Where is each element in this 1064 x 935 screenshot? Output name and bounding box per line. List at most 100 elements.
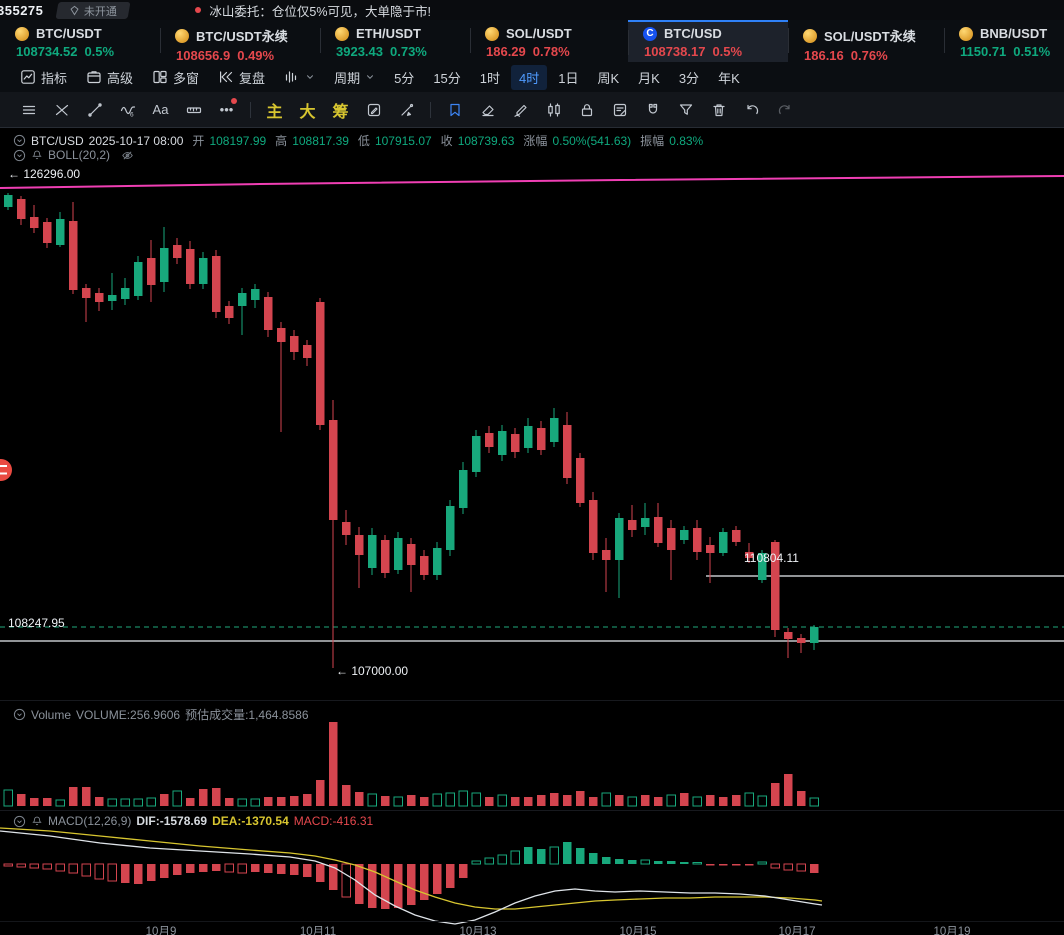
ticker-change: 0.49% — [237, 48, 275, 63]
tool-trash-icon[interactable] — [702, 97, 735, 123]
ticker-price: 3923.43 — [336, 44, 383, 59]
ticker-change: 0.5% — [712, 44, 743, 59]
vip-badge-label: 未开通 — [84, 5, 118, 17]
macd-dif-value: DIF:-1578.69 — [136, 814, 208, 828]
period-1M[interactable]: 月K — [638, 70, 660, 86]
axis-divider — [0, 921, 1064, 922]
tool-pin-icon[interactable] — [390, 97, 423, 123]
chart-canvas[interactable]: BTC/USD 2025-10-17 08:00 开 108197.99 高 108… — [0, 128, 1064, 935]
chevron-down-icon — [365, 72, 375, 82]
notice-text[interactable]: 冰山委托：仓位仅5%可见，大单隐于市! — [209, 4, 431, 19]
volume-header-row: Volume VOLUME:256.9606 预估成交量:1,464.8586 — [13, 706, 309, 723]
period-replay[interactable]: 复盘 — [210, 65, 273, 90]
tool-trend-line-icon[interactable] — [78, 97, 111, 123]
tool-more-button[interactable]: ••• — [210, 97, 243, 123]
period-1y[interactable]: 年K — [718, 70, 740, 86]
tool-wave-icon[interactable]: 6 — [111, 97, 144, 123]
close-value: 108739.63 — [457, 133, 515, 148]
period-volume-profile[interactable] — [276, 66, 323, 88]
ticker-tab-btc-usd[interactable]: C BTC/USD 108738.17 0.5% — [628, 20, 788, 62]
boll-label: BOLL(20,2) — [48, 148, 111, 162]
tool-chips-button[interactable]: 筹 — [332, 103, 349, 121]
pane-divider — [0, 700, 1064, 701]
ticker-name: SOL/USDT — [506, 26, 572, 41]
tool-main-button[interactable]: 主 — [266, 103, 283, 121]
volume-estimate: 预估成交量:1,464.8586 — [185, 708, 309, 722]
x-axis-label: 10月17 — [778, 926, 816, 935]
macd-value: MACD:-416.31 — [293, 814, 374, 828]
chart-time: 2025-10-17 08:00 — [88, 133, 184, 148]
collapse-chevron-icon[interactable] — [13, 708, 26, 721]
tool-text-button[interactable]: Aa — [152, 102, 169, 117]
tool-redo-icon[interactable] — [768, 97, 801, 123]
period-indicator[interactable]: 指标 — [12, 65, 75, 90]
tool-note-icon[interactable] — [603, 97, 636, 123]
chevron-down-icon — [305, 72, 315, 82]
ticker-tab-sol-usdt-perp[interactable]: SOL/USDT永续 186.16 0.76% — [788, 20, 944, 63]
period-multiwin[interactable]: 多窗 — [144, 65, 207, 90]
tool-order-edit-icon[interactable] — [357, 97, 390, 123]
ticker-change: 0.76% — [850, 48, 888, 63]
notification-badge — [231, 97, 237, 104]
ticker-tab-bnb-usdt[interactable]: BNB/USDT 1150.71 0.51% — [944, 20, 1064, 62]
period-advanced[interactable]: 高级 — [78, 65, 141, 90]
ticker-tab-btc-usdt-perp[interactable]: BTC/USDT永续 108656.9 0.49% — [160, 20, 320, 63]
ticker-tab-eth-usdt[interactable]: ETH/USDT 3923.43 0.73% — [320, 20, 470, 62]
close-label: 收 — [440, 134, 453, 148]
tool-funnel-icon[interactable] — [669, 97, 702, 123]
ticker-change: 0.73% — [390, 44, 427, 59]
ticker-tab-sol-usdt[interactable]: SOL/USDT 186.29 0.78% — [470, 20, 628, 62]
tool-big-button[interactable]: 大 — [299, 103, 316, 121]
multiwin-icon — [152, 69, 168, 85]
advanced-icon — [86, 69, 102, 85]
period-4h[interactable]: 4时 — [511, 64, 548, 90]
tool-pencil-icon[interactable] — [504, 97, 537, 123]
period-3m[interactable]: 3分 — [678, 70, 700, 86]
low-label: 低 — [357, 134, 370, 148]
eye-off-icon[interactable] — [121, 149, 134, 162]
mid-price-label[interactable]: 108247.95 — [8, 616, 65, 630]
candlestick-chart[interactable] — [0, 128, 1064, 935]
gold-coin-icon — [335, 26, 349, 41]
ticker-name: BNB/USDT — [980, 26, 1048, 41]
tool-undo-icon[interactable] — [735, 97, 768, 123]
ticker-tab-btc-usdt[interactable]: BTC/USDT 108734.52 0.5% — [0, 20, 160, 62]
period-1w[interactable]: 周K — [597, 70, 620, 86]
x-axis-label: 10月13 — [459, 926, 497, 935]
volume-profile-icon — [284, 69, 300, 85]
diamond-icon — [70, 5, 79, 16]
x-axis-label: 10月9 — [145, 926, 177, 935]
boll-upper-price-label[interactable]: ← 126296.00 — [8, 167, 81, 181]
ticker-name: ETH/USDT — [356, 26, 421, 41]
ticker-tabs: BTC/USDT 108734.52 0.5% BTC/USDT永续 108656.9 0… — [0, 20, 1064, 63]
period-15m[interactable]: 15分 — [433, 70, 461, 86]
resistance-price-label[interactable]: 110804.11 — [744, 551, 799, 565]
tool-lock-icon[interactable] — [570, 97, 603, 123]
ticker-price: 186.16 — [804, 48, 844, 63]
tool-magnet-icon[interactable] — [636, 97, 669, 123]
tool-menu-icon[interactable] — [12, 97, 45, 123]
tool-bookmark-icon[interactable] — [438, 97, 471, 123]
tool-eraser-icon[interactable] — [471, 97, 504, 123]
toolbar-divider — [430, 101, 431, 118]
vip-badge[interactable]: 未开通 — [55, 1, 131, 19]
tool-trend-cross-icon[interactable] — [45, 97, 78, 123]
collapse-chevron-icon[interactable] — [13, 134, 26, 147]
ticker-name: BTC/USDT永续 — [196, 29, 288, 44]
drawing-toolbar: 6 Aa ••• 主大筹 — [0, 92, 1064, 128]
ticker-price: 108656.9 — [176, 48, 231, 63]
collapse-chevron-icon[interactable] — [13, 149, 26, 162]
alert-bell-icon[interactable] — [31, 815, 43, 827]
low-price-label[interactable]: ← 107000.00 — [336, 664, 409, 678]
tool-candles-icon[interactable] — [537, 97, 570, 123]
amplitude-label: 振幅 — [640, 134, 665, 148]
collapse-chevron-icon[interactable] — [13, 815, 26, 828]
tool-ruler-icon[interactable] — [177, 97, 210, 123]
gold-coin-icon — [485, 26, 499, 41]
period-1d[interactable]: 1日 — [558, 70, 579, 86]
period-1h[interactable]: 1时 — [479, 70, 501, 86]
volume-value: VOLUME:256.9606 — [76, 707, 181, 722]
alert-bell-icon[interactable] — [31, 149, 43, 161]
period-5m[interactable]: 5分 — [394, 70, 415, 86]
period-period[interactable]: 周期 — [326, 65, 383, 90]
